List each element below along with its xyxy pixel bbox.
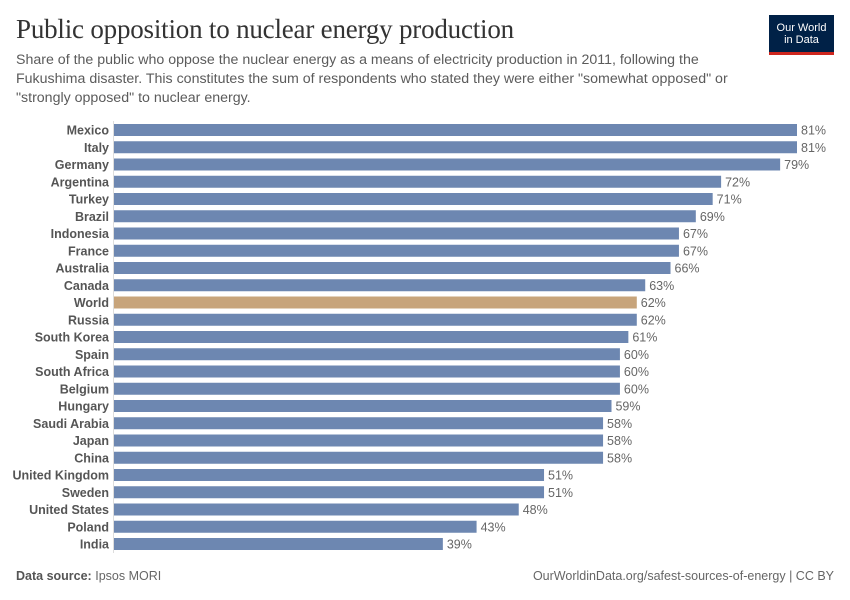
value-label: 62% <box>641 296 666 310</box>
bar-turkey[interactable] <box>114 193 713 205</box>
bar-france[interactable] <box>114 244 679 257</box>
category-label: Turkey <box>69 193 109 207</box>
value-label: 67% <box>683 244 708 258</box>
chart-title: Public opposition to nuclear energy prod… <box>16 14 514 44</box>
category-label: Russia <box>68 313 110 327</box>
category-label: Brazil <box>75 210 109 224</box>
value-label: 66% <box>675 262 700 276</box>
chart-subtitle: Share of the public who oppose the nucle… <box>16 52 728 106</box>
value-label: 72% <box>725 175 750 189</box>
value-label: 61% <box>632 331 657 345</box>
category-label: South Korea <box>35 331 110 345</box>
category-label: Hungary <box>58 400 109 414</box>
value-label: 48% <box>523 503 548 517</box>
value-label: 60% <box>624 365 649 379</box>
bar-saudi-arabia[interactable] <box>114 417 604 430</box>
value-label: 81% <box>801 124 826 138</box>
value-label: 63% <box>649 279 674 293</box>
bar-brazil[interactable] <box>114 210 696 223</box>
bar-argentina[interactable] <box>114 175 722 188</box>
value-label: 79% <box>784 158 809 172</box>
value-label: 58% <box>607 434 632 448</box>
owid-logo[interactable]: Our World in Data <box>769 15 834 55</box>
value-label: 69% <box>700 210 725 224</box>
bar-italy[interactable] <box>114 141 797 154</box>
logo-line-2: in Data <box>784 33 819 46</box>
footer-url[interactable]: OurWorldinData.org/safest-sources-of-ene… <box>532 569 834 583</box>
bar-indonesia[interactable] <box>114 227 679 240</box>
category-label: Belgium <box>60 382 109 396</box>
value-label: 43% <box>481 520 506 534</box>
category-label: United States <box>29 503 109 517</box>
bar-spain[interactable] <box>114 348 620 361</box>
category-label: Sweden <box>62 486 109 500</box>
value-label: 67% <box>683 227 708 241</box>
category-label: Italy <box>84 141 109 155</box>
bar-australia[interactable] <box>114 262 671 274</box>
value-label: 58% <box>607 451 632 465</box>
value-label: 81% <box>801 141 826 155</box>
category-label: Argentina <box>51 175 110 189</box>
category-label: South Africa <box>35 365 110 379</box>
bar-sweden[interactable] <box>114 486 545 499</box>
value-label: 51% <box>548 486 573 500</box>
category-label: Indonesia <box>51 227 110 241</box>
value-label: 60% <box>624 382 649 396</box>
category-label: World <box>74 296 109 310</box>
value-label: 71% <box>717 193 742 207</box>
bar-japan[interactable] <box>114 434 604 447</box>
bar-china[interactable] <box>114 451 604 464</box>
category-label: Australia <box>56 262 111 276</box>
category-label: Saudi Arabia <box>33 417 110 431</box>
value-label: 59% <box>615 400 640 414</box>
category-label: United Kingdom <box>12 469 109 483</box>
bar-mexico[interactable] <box>114 124 797 136</box>
bar-russia[interactable] <box>114 313 637 326</box>
data-source: Data source: Ipsos MORI <box>16 569 161 583</box>
bar-belgium[interactable] <box>114 382 620 395</box>
category-label: Poland <box>67 520 109 534</box>
bar-world[interactable] <box>114 296 637 309</box>
bar-united-states[interactable] <box>114 503 519 516</box>
bar-canada[interactable] <box>114 279 646 292</box>
value-label: 58% <box>607 417 632 431</box>
bar-germany[interactable] <box>114 158 781 171</box>
value-label: 51% <box>548 469 573 483</box>
source-link[interactable]: Ipsos MORI <box>95 569 162 583</box>
value-label: 39% <box>447 538 472 552</box>
category-label: France <box>68 244 109 258</box>
bar-poland[interactable] <box>114 520 477 533</box>
bar-south-korea[interactable] <box>114 331 629 343</box>
bar-south-africa[interactable] <box>114 365 620 378</box>
category-label: India <box>80 538 110 552</box>
source-label: Data source: <box>16 569 92 583</box>
value-label: 62% <box>641 313 666 327</box>
category-label: Spain <box>75 348 109 362</box>
category-label: Canada <box>64 279 110 293</box>
bar-united-kingdom[interactable] <box>114 469 545 481</box>
category-label: China <box>74 451 110 465</box>
value-label: 60% <box>624 348 649 362</box>
logo-line-1: Our World <box>776 21 827 34</box>
category-label: Japan <box>73 434 109 448</box>
bar-hungary[interactable] <box>114 400 612 412</box>
category-label: Mexico <box>67 124 110 138</box>
bar-india[interactable] <box>114 538 443 550</box>
category-label: Germany <box>55 158 109 172</box>
